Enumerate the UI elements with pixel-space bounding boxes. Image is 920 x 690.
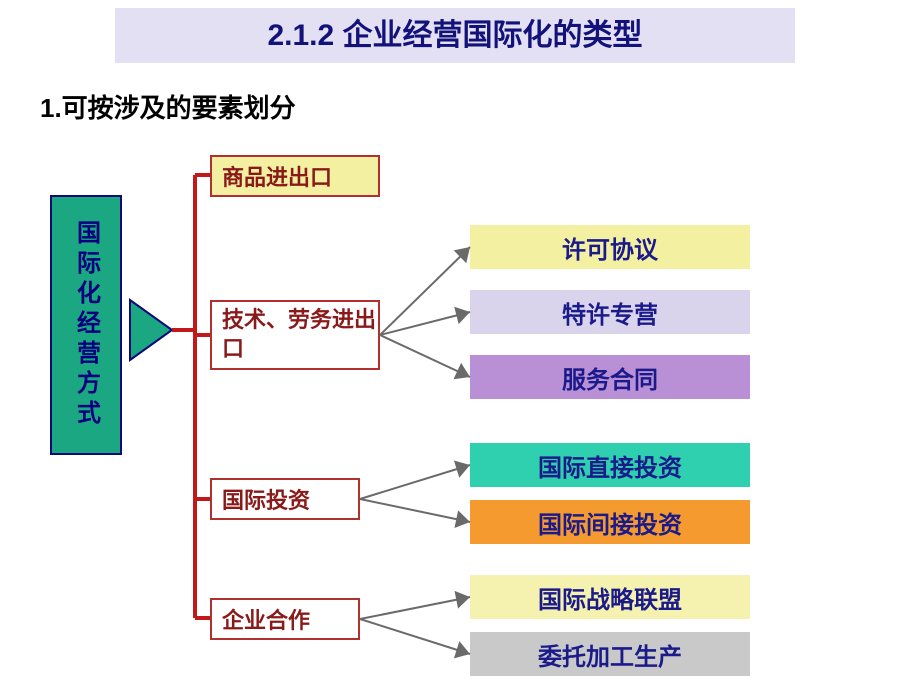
mid-node-m1: 商品进出口 bbox=[210, 155, 380, 197]
leaf-node-l1: 许可协议 bbox=[470, 225, 750, 269]
leaf-node-l3: 服务合同 bbox=[470, 355, 750, 399]
root-node: 国际化经营方式 bbox=[50, 195, 122, 455]
section-subtitle: 1.可按涉及的要素划分 bbox=[40, 88, 296, 125]
leaf-node-l4: 国际直接投资 bbox=[470, 443, 750, 487]
mid-node-m2: 技术、劳务进出口 bbox=[210, 300, 380, 370]
leaf-node-l5: 国际间接投资 bbox=[470, 500, 750, 544]
mid-node-m4: 企业合作 bbox=[210, 598, 360, 640]
leaf-node-l2: 特许专营 bbox=[470, 290, 750, 334]
leaf-node-l6: 国际战略联盟 bbox=[470, 575, 750, 619]
leaf-node-l7: 委托加工生产 bbox=[470, 632, 750, 676]
slide-title: 2.1.2 企业经营国际化的类型 bbox=[115, 8, 795, 63]
mid-node-m3: 国际投资 bbox=[210, 478, 360, 520]
